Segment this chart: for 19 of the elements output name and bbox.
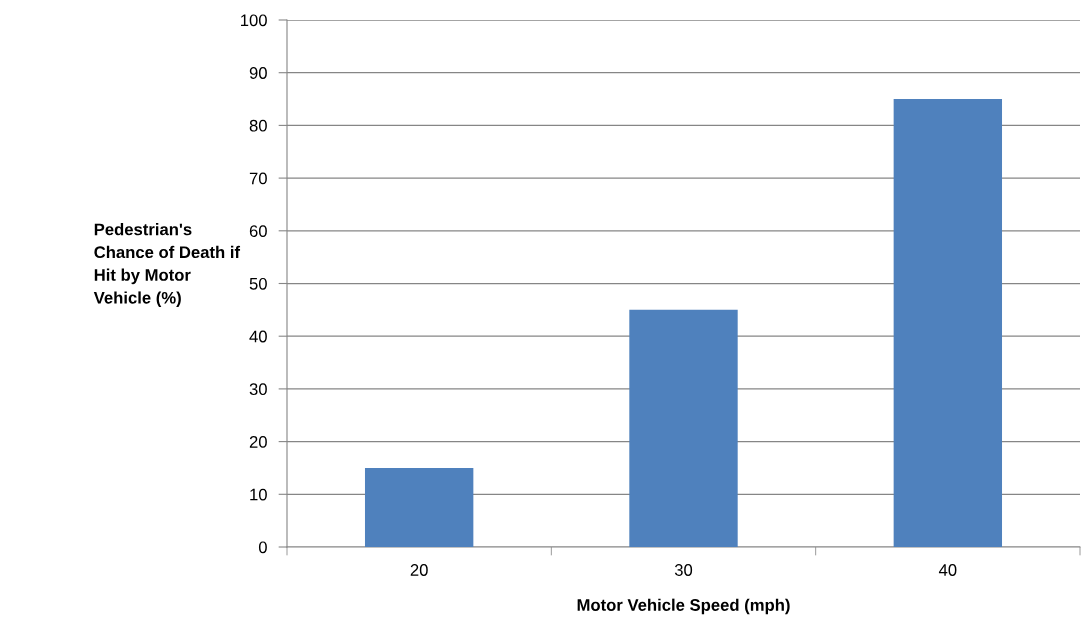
y-axis-title: Pedestrian's Chance of Death if Hit by Motor Vehicle (%) xyxy=(93,223,241,307)
x-tick-label: 40 xyxy=(938,564,957,576)
y-tick-label: 100 xyxy=(241,14,267,27)
y-tick-label: 10 xyxy=(250,488,267,501)
bar xyxy=(364,467,474,547)
y-tick-label: 30 xyxy=(249,383,267,396)
x-tick-label: 30 xyxy=(674,564,693,576)
y-tick-label: 90 xyxy=(249,67,267,79)
bar xyxy=(629,309,738,547)
y-tick-label: 0 xyxy=(258,541,267,554)
y-tick-label: 50 xyxy=(249,277,267,290)
y-tick-label: 70 xyxy=(249,172,267,185)
y-tick-label: 60 xyxy=(249,225,267,237)
y-tick-label: 40 xyxy=(249,330,267,343)
x-tick-label: 20 xyxy=(410,564,428,576)
y-tick-label: 20 xyxy=(249,436,267,448)
x-axis-title: Motor Vehicle Speed (mph) xyxy=(577,598,790,615)
y-tick-label: 80 xyxy=(249,119,267,132)
bar xyxy=(893,99,1003,547)
